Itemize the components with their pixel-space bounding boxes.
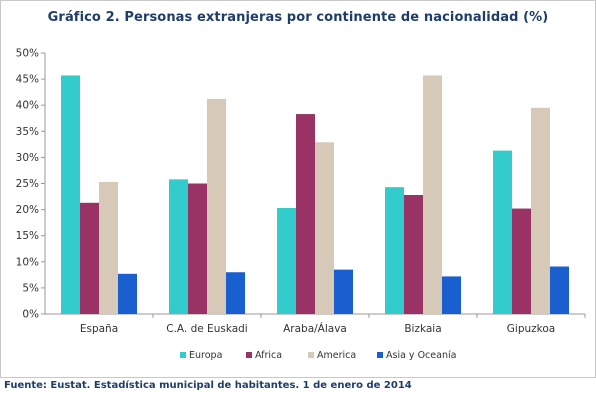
bar <box>315 142 334 314</box>
y-tick-label: 10% <box>16 256 39 268</box>
bar <box>80 202 99 314</box>
bar <box>531 107 550 314</box>
bar <box>99 181 118 314</box>
x-tick-label: Bizkaia <box>404 323 441 335</box>
y-tick-label: 20% <box>16 204 39 216</box>
x-tick-label: Araba/Álava <box>283 322 347 335</box>
bar <box>334 269 353 314</box>
x-tick-label: C.A. de Euskadi <box>166 323 247 335</box>
bar <box>61 75 80 314</box>
legend-swatch <box>246 352 252 358</box>
bar <box>385 187 404 314</box>
y-tick-label: 50% <box>16 48 39 60</box>
legend-label: Europa <box>189 350 222 361</box>
bar <box>493 150 512 314</box>
bar <box>188 183 207 314</box>
legend-label: America <box>317 350 356 361</box>
chart-title: Gráfico 2. Personas extranjeras por cont… <box>47 10 549 25</box>
y-tick-label: 45% <box>16 74 39 86</box>
legend-swatch <box>180 352 186 358</box>
bar <box>404 194 423 314</box>
bar <box>296 114 315 314</box>
bar <box>550 266 569 314</box>
bar <box>423 75 442 314</box>
y-tick-label: 25% <box>16 178 39 190</box>
legend-label: Africa <box>255 350 282 361</box>
bar <box>169 179 188 314</box>
legend-swatch <box>377 352 383 358</box>
y-tick-label: 40% <box>16 100 39 112</box>
x-tick-label: Gipuzkoa <box>507 323 555 335</box>
bar-chart: 0% 5% 10% 15% 20% 25% 30% 35% 40% 45% 50% España C.A… <box>16 48 586 361</box>
y-tick-label: 35% <box>16 126 39 138</box>
y-tick-label: 5% <box>22 282 39 294</box>
y-tick-label: 30% <box>16 152 39 164</box>
source-note: Fuente: Eustat. Estadística municipal de… <box>4 380 412 391</box>
bar <box>512 208 531 314</box>
bar <box>118 273 137 314</box>
x-tick-label: España <box>80 323 118 335</box>
y-tick-label: 15% <box>16 230 39 242</box>
bar <box>277 208 296 314</box>
legend-label: Asia y Oceanía <box>386 350 456 361</box>
bar <box>207 98 226 314</box>
legend-swatch <box>308 352 314 358</box>
y-tick-label: 0% <box>22 309 39 321</box>
bar <box>442 276 461 314</box>
bar <box>226 272 245 314</box>
